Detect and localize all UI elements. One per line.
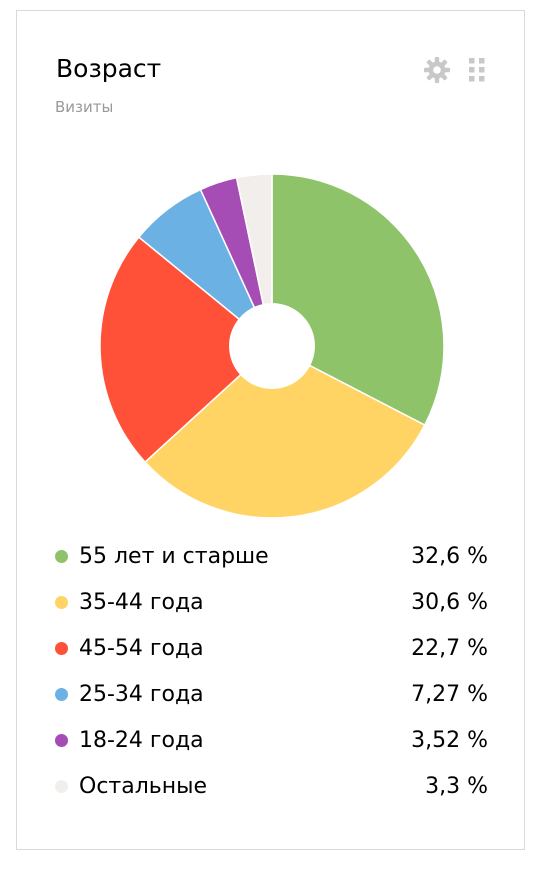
legend-item[interactable]: 18-24 года 3,52 % [17,725,524,757]
widget-subtitle: Визиты [55,98,114,116]
legend-item[interactable]: Остальные 3,3 % [17,771,524,803]
legend-value: 32,6 % [411,544,488,569]
widget-title: Возраст [56,54,162,83]
legend-color-dot-icon [55,780,68,793]
pie-slice-5[interactable] [235,173,273,347]
pie-slice-1[interactable] [144,345,426,519]
pie-slice-2[interactable] [99,236,274,464]
legend-label: 25-34 года [79,682,204,707]
legend-value: 22,7 % [411,636,488,661]
legend-item[interactable]: 55 лет и старше 32,6 % [17,541,524,573]
age-widget: Возраст Визиты 55 лет и [16,10,525,850]
legend-value: 30,6 % [411,590,488,615]
gear-icon[interactable] [422,55,452,85]
legend-item[interactable]: 25-34 года 7,27 % [17,679,524,711]
legend-color-dot-icon [55,688,68,701]
legend-color-dot-icon [55,596,68,609]
pie-slice-0[interactable] [271,173,445,427]
donut-hole [229,303,315,389]
legend-item[interactable]: 35-44 года 30,6 % [17,587,524,619]
legend-value: 3,3 % [425,774,488,799]
legend-label: 55 лет и старше [79,544,269,569]
legend-label: 45-54 года [79,636,204,661]
legend-label: 18-24 года [79,728,204,753]
drag-handle-icon[interactable] [466,55,488,85]
legend-label: Остальные [79,774,208,799]
legend-color-dot-icon [55,550,68,563]
legend-color-dot-icon [55,734,68,747]
legend-item[interactable]: 45-54 года 22,7 % [17,633,524,665]
legend-color-dot-icon [55,642,68,655]
legend-value: 3,52 % [411,728,488,753]
age-pie-chart [99,173,445,519]
legend-label: 35-44 года [79,590,204,615]
legend-value: 7,27 % [411,682,488,707]
